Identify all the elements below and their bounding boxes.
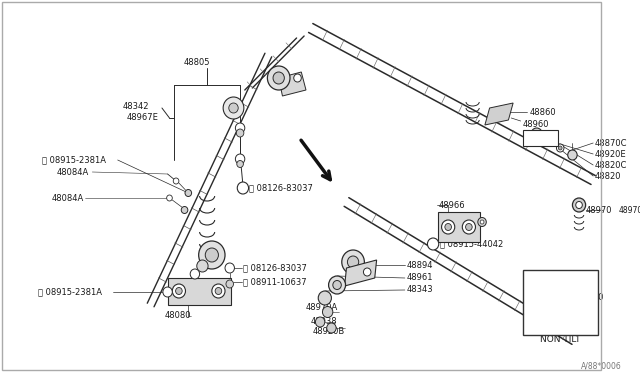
Circle shape: [442, 220, 455, 234]
Text: Ⓝ 08911-10637: Ⓝ 08911-10637: [243, 278, 307, 286]
Text: 48097: 48097: [444, 214, 471, 222]
Circle shape: [181, 206, 188, 214]
Circle shape: [576, 202, 582, 208]
Text: NON TILT: NON TILT: [540, 336, 580, 344]
Circle shape: [236, 123, 244, 133]
Circle shape: [172, 284, 186, 298]
Text: 48970: 48970: [619, 205, 640, 215]
Polygon shape: [485, 103, 513, 125]
Polygon shape: [278, 72, 306, 96]
Circle shape: [428, 238, 439, 250]
Bar: [522, 270, 598, 335]
Text: 48342: 48342: [122, 102, 149, 110]
Text: 48820C: 48820C: [595, 160, 627, 170]
Circle shape: [268, 66, 290, 90]
Circle shape: [236, 154, 244, 164]
Text: 48080: 48080: [164, 311, 191, 321]
Text: 48870C: 48870C: [595, 138, 628, 148]
Polygon shape: [563, 290, 574, 311]
Text: A/88*0006: A/88*0006: [581, 362, 621, 371]
Circle shape: [215, 288, 221, 295]
Circle shape: [558, 146, 562, 150]
Text: 48970A: 48970A: [306, 304, 339, 312]
Text: 48920B: 48920B: [312, 327, 345, 337]
Polygon shape: [168, 278, 230, 305]
Circle shape: [237, 182, 248, 194]
Text: 48920E: 48920E: [595, 150, 627, 158]
Circle shape: [163, 287, 172, 297]
Text: 48820: 48820: [595, 171, 621, 180]
Circle shape: [465, 224, 472, 231]
Circle shape: [328, 276, 346, 294]
Circle shape: [173, 178, 179, 184]
Circle shape: [364, 268, 371, 276]
Circle shape: [166, 195, 172, 201]
Text: Ⓜ 08915-2381A: Ⓜ 08915-2381A: [38, 288, 102, 296]
Circle shape: [556, 144, 564, 152]
Circle shape: [236, 129, 244, 137]
Circle shape: [478, 218, 486, 227]
Circle shape: [326, 323, 336, 333]
Circle shape: [333, 280, 341, 289]
Circle shape: [568, 150, 577, 160]
Text: 48966: 48966: [439, 201, 465, 209]
Circle shape: [348, 256, 359, 268]
Circle shape: [198, 241, 225, 269]
Circle shape: [543, 136, 553, 146]
Circle shape: [342, 250, 364, 274]
Text: Ⓜ 08915-44042: Ⓜ 08915-44042: [440, 240, 503, 248]
Text: 48960: 48960: [578, 294, 605, 302]
Polygon shape: [344, 260, 376, 286]
Text: 48084A: 48084A: [52, 193, 84, 202]
Text: 48960G: 48960G: [524, 134, 557, 142]
Text: Ⓑ 08126-83037: Ⓑ 08126-83037: [248, 183, 312, 192]
Text: 48079M: 48079M: [442, 225, 476, 234]
Text: 48343: 48343: [407, 285, 433, 295]
Polygon shape: [438, 212, 480, 242]
Circle shape: [531, 128, 542, 140]
Text: 48938: 48938: [310, 317, 337, 326]
Bar: [522, 130, 558, 146]
Circle shape: [185, 189, 191, 196]
Text: Ⓑ 08126-83037: Ⓑ 08126-83037: [243, 263, 307, 273]
Circle shape: [316, 317, 325, 327]
Circle shape: [237, 160, 243, 167]
Circle shape: [546, 138, 550, 144]
Text: 48894: 48894: [407, 260, 433, 269]
Circle shape: [273, 72, 284, 84]
Text: 48805: 48805: [184, 58, 210, 67]
Circle shape: [318, 291, 332, 305]
Text: 48961: 48961: [407, 273, 433, 282]
Circle shape: [196, 260, 208, 272]
Text: 48967E: 48967E: [127, 112, 159, 122]
Circle shape: [462, 220, 476, 234]
Text: 48084A: 48084A: [56, 167, 89, 176]
Circle shape: [294, 74, 301, 82]
Text: 48970: 48970: [586, 205, 612, 215]
Circle shape: [190, 269, 200, 279]
Circle shape: [175, 288, 182, 295]
Circle shape: [212, 284, 225, 298]
Circle shape: [564, 295, 573, 305]
Circle shape: [480, 220, 484, 224]
Circle shape: [225, 263, 234, 273]
Text: Ⓜ 08915-2381A: Ⓜ 08915-2381A: [42, 155, 106, 164]
Circle shape: [223, 97, 244, 119]
Circle shape: [323, 307, 333, 317]
Circle shape: [226, 280, 234, 288]
Text: 48960: 48960: [522, 119, 549, 128]
Text: 48860: 48860: [529, 108, 556, 116]
Circle shape: [228, 103, 238, 113]
Circle shape: [566, 298, 571, 302]
Circle shape: [572, 198, 586, 212]
Circle shape: [205, 248, 218, 262]
Circle shape: [445, 224, 451, 231]
